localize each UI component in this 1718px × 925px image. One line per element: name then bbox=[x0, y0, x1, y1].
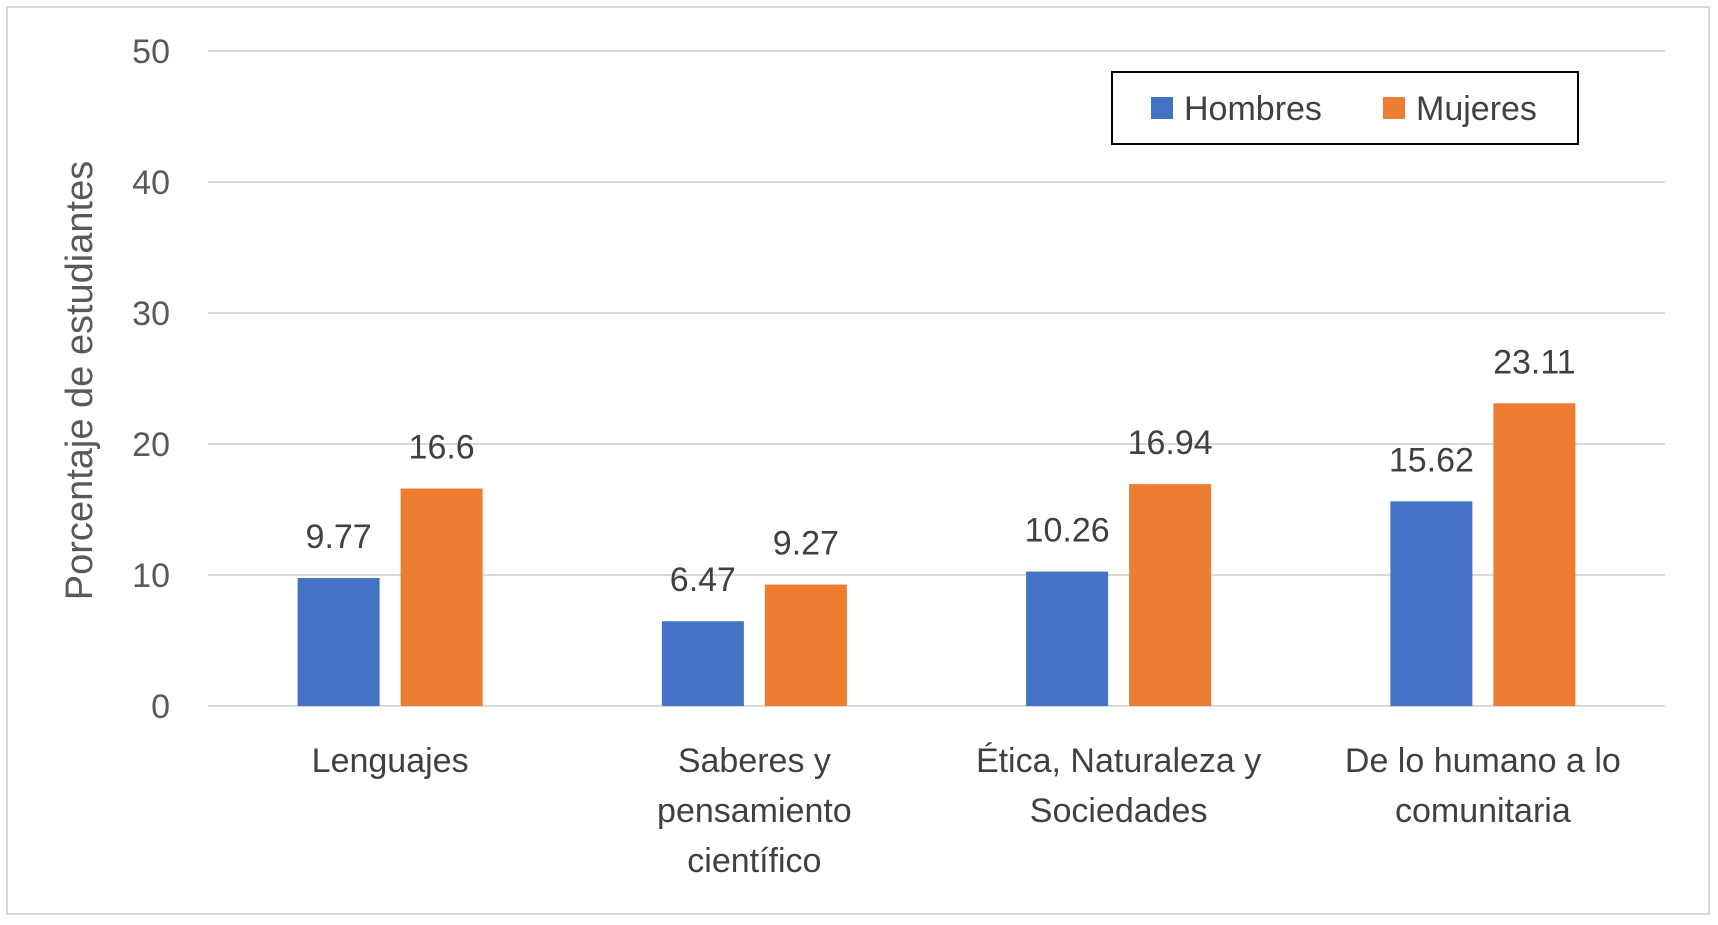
y-tick-label: 40 bbox=[132, 164, 170, 202]
data-label: 10.26 bbox=[1025, 512, 1110, 550]
legend-label: Hombres bbox=[1184, 90, 1322, 128]
category-label: Sociedades bbox=[1030, 792, 1208, 830]
category-label: pensamiento bbox=[657, 792, 852, 830]
data-label: 15.62 bbox=[1389, 441, 1474, 479]
data-label: 16.94 bbox=[1128, 424, 1213, 462]
y-tick-label: 20 bbox=[132, 426, 170, 464]
bar-hombres-3 bbox=[1026, 571, 1109, 706]
data-label: 23.11 bbox=[1493, 343, 1576, 381]
legend-box bbox=[1111, 71, 1579, 145]
category-label: comunitaria bbox=[1395, 792, 1571, 830]
legend-swatch-hombres bbox=[1151, 97, 1173, 119]
bar-mujeres-1 bbox=[400, 488, 483, 706]
category-label: Lenguajes bbox=[312, 742, 469, 780]
bar-mujeres-3 bbox=[1129, 484, 1212, 706]
bar-mujeres-4 bbox=[1493, 403, 1576, 706]
bar-hombres-2 bbox=[661, 621, 744, 706]
data-label: 16.6 bbox=[409, 429, 475, 467]
category-label: De lo humano a lo bbox=[1345, 742, 1621, 780]
bar-hombres-1 bbox=[297, 578, 380, 706]
y-tick-label: 10 bbox=[132, 557, 170, 595]
y-tick-label: 50 bbox=[132, 33, 170, 71]
legend-label: Mujeres bbox=[1416, 90, 1537, 128]
y-axis-title: Porcentaje de estudiantes bbox=[59, 161, 101, 600]
data-label: 9.77 bbox=[306, 518, 372, 556]
category-label: Saberes y bbox=[678, 742, 831, 780]
data-label: 9.27 bbox=[773, 525, 839, 563]
y-tick-label: 0 bbox=[151, 688, 170, 726]
chart-frame bbox=[6, 6, 1710, 915]
bar-hombres-4 bbox=[1390, 501, 1473, 706]
category-label: científico bbox=[687, 842, 821, 880]
category-label: Ética, Naturaleza y bbox=[976, 742, 1261, 780]
data-label: 6.47 bbox=[670, 561, 736, 599]
y-tick-label: 30 bbox=[132, 295, 170, 333]
legend-swatch-mujeres bbox=[1383, 97, 1405, 119]
bar-mujeres-2 bbox=[764, 584, 847, 706]
